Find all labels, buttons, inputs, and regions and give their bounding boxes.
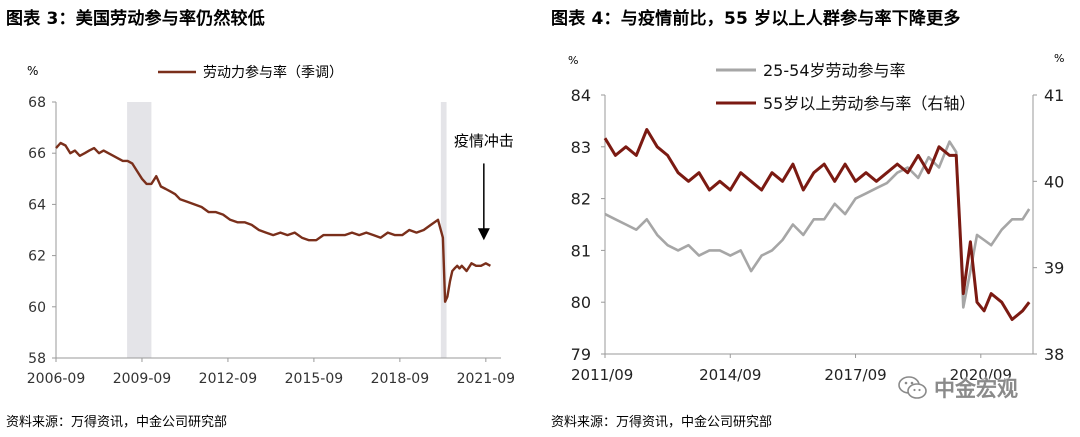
left-legend-label: 劳动力参与率（季调） <box>203 64 343 81</box>
right-left-y-tick-label: 82 <box>571 190 591 209</box>
right-chart-title: 图表 4：与疫情前比，55 岁以上人群参与率下降更多 <box>551 9 961 29</box>
recession-shade-0 <box>127 102 152 358</box>
recession-shade-1 <box>440 102 447 358</box>
watermark-text: 中金宏观 <box>934 377 1018 401</box>
left-y-tick-label: 66 <box>28 146 46 162</box>
left-y-tick-label: 68 <box>28 95 46 111</box>
left-x-tick-label: 2012-09 <box>199 371 258 387</box>
right-series-line-1 <box>603 128 1031 321</box>
left-x-tick-label: 2015-09 <box>285 371 344 387</box>
right-right-y-tick-label: 40 <box>1044 172 1064 191</box>
left-y-tick-label: 62 <box>28 249 46 265</box>
right-x-tick-label: 2014/09 <box>699 366 761 384</box>
right-left-y-tick-label: 83 <box>571 138 591 157</box>
annotation-arrow-head <box>477 228 490 241</box>
left-x-tick-label: 2018-09 <box>371 371 430 387</box>
left-x-tick-label: 2009-09 <box>113 371 172 387</box>
right-right-y-tick-label: 39 <box>1044 259 1064 278</box>
right-left-y-tick-label: 81 <box>571 241 591 260</box>
right-series-line-0 <box>604 140 1031 309</box>
right-right-y-tick-label: 38 <box>1044 345 1064 364</box>
right-x-tick-label: 2020/09 <box>950 366 1012 384</box>
wechat-icon <box>898 375 928 401</box>
left-source-note: 资料来源：万得资讯，中金公司研究部 <box>6 415 228 430</box>
right-x-tick-label: 2017/09 <box>824 366 886 384</box>
right-right-y-tick-label: 41 <box>1044 86 1064 105</box>
right-left-y-tick-label: 80 <box>571 293 591 312</box>
left-y-tick-label: 60 <box>28 300 46 316</box>
right-left-y-unit: % <box>568 54 578 67</box>
right-legend-label-1: 55岁以上劳动参与率（右轴） <box>763 94 975 113</box>
right-x-tick-label: 2011/09 <box>571 366 633 384</box>
right-legend-label-0: 25-54岁劳动参与率 <box>763 61 906 80</box>
right-right-y-unit: % <box>1054 52 1064 65</box>
watermark: 中金宏观 <box>898 372 1018 404</box>
left-y-tick-label: 58 <box>28 351 46 367</box>
left-chart-title: 图表 3：美国劳动参与率仍然较低 <box>6 9 265 29</box>
left-x-tick-label: 2006-09 <box>27 371 86 387</box>
right-left-y-tick-label: 79 <box>571 345 591 364</box>
right-source-note: 资料来源：万得资讯，中金公司研究部 <box>551 415 773 430</box>
left-y-tick-label: 64 <box>28 197 46 213</box>
left-y-unit: % <box>27 64 38 78</box>
right-left-y-tick-label: 84 <box>571 86 591 105</box>
left-series-line-0 <box>55 141 491 303</box>
left-x-tick-label: 2021-09 <box>457 371 516 387</box>
annotation-text: 疫情冲击 <box>454 132 514 150</box>
